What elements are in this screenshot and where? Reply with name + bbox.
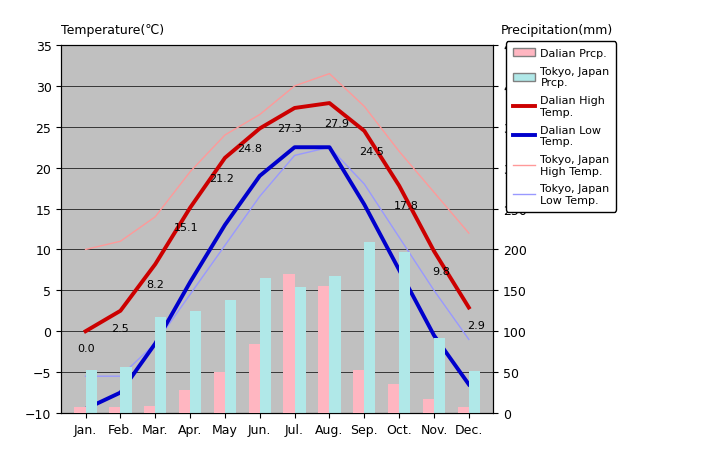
Bar (120, 367, 132, 413)
Bar (294, 287, 306, 413)
Bar (109, 408, 120, 413)
Bar (434, 338, 445, 413)
Legend: Dalian Prcp., Tokyo, Japan
Prcp., Dalian High
Temp., Dalian Low
Temp., Tokyo, Ja: Dalian Prcp., Tokyo, Japan Prcp., Dalian… (506, 42, 616, 212)
Text: Temperature(℃): Temperature(℃) (61, 24, 164, 37)
Bar (423, 399, 434, 413)
Bar (388, 384, 399, 413)
Text: 27.3: 27.3 (277, 123, 302, 134)
Text: 9.8: 9.8 (432, 266, 450, 276)
Bar (74, 408, 86, 413)
Bar (330, 276, 341, 413)
Text: 27.9: 27.9 (324, 118, 349, 129)
Bar (318, 286, 330, 413)
Text: 21.2: 21.2 (209, 173, 234, 183)
Text: 2.5: 2.5 (112, 323, 130, 333)
Bar (353, 371, 364, 413)
Bar (214, 372, 225, 413)
Bar (190, 311, 202, 413)
Text: 0.0: 0.0 (77, 344, 94, 354)
Bar (144, 406, 156, 413)
Text: 15.1: 15.1 (174, 223, 199, 233)
Bar (458, 408, 469, 413)
Text: 8.2: 8.2 (146, 279, 164, 289)
Text: 24.5: 24.5 (359, 146, 384, 156)
Text: 2.9: 2.9 (467, 320, 485, 330)
Bar (284, 274, 294, 413)
Text: 24.8: 24.8 (237, 144, 262, 154)
Bar (86, 371, 96, 413)
Text: 17.8: 17.8 (394, 201, 418, 211)
Bar (225, 301, 236, 413)
Bar (364, 242, 375, 413)
Bar (399, 252, 410, 413)
Bar (179, 390, 190, 413)
Text: Precipitation(mm): Precipitation(mm) (500, 24, 613, 37)
Bar (469, 371, 480, 413)
Bar (260, 279, 271, 413)
Bar (248, 345, 260, 413)
Bar (156, 318, 166, 413)
